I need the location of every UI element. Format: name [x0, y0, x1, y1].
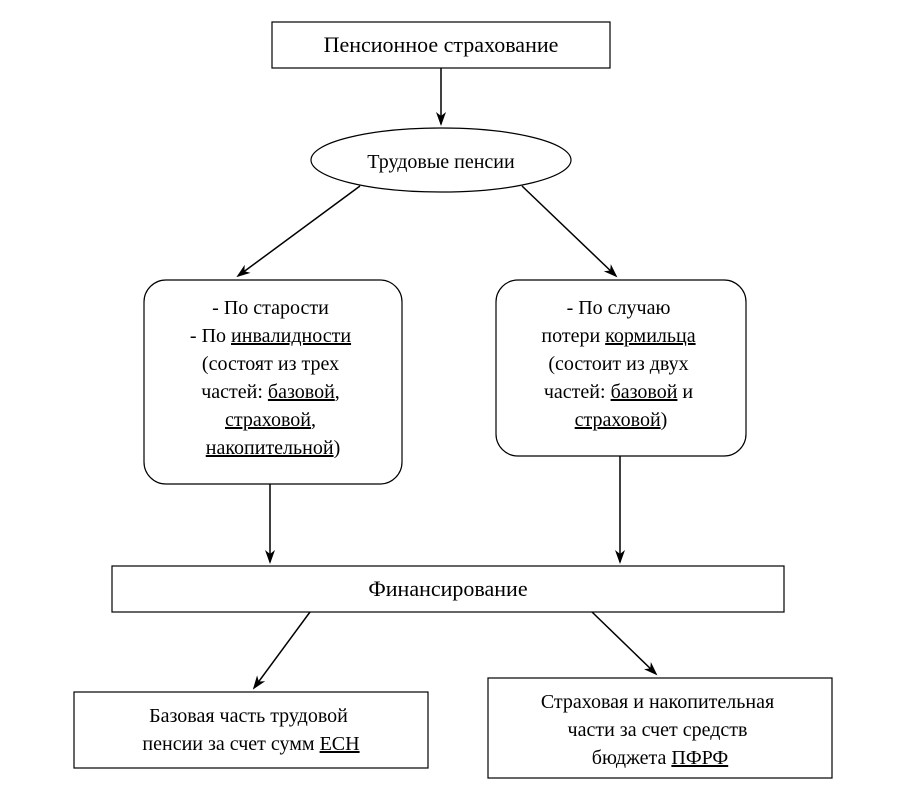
node-bottom-right: Страховая и накопительная части за счет …: [488, 678, 832, 778]
node-top: Пенсионное страхование: [272, 22, 610, 68]
node-left-box: - По старости - По инвалидности (состоят…: [144, 280, 402, 484]
edge-pensions-to-left: [238, 186, 360, 276]
right-line-0: - По случаю: [567, 297, 671, 319]
node-top-label: Пенсионное страхование: [324, 32, 559, 57]
node-pensions: Трудовые пенсии: [311, 128, 571, 192]
node-financing: Финансирование: [112, 566, 784, 612]
br-line-0: Страховая и накопительная: [541, 691, 774, 713]
right-line-2: (состоит из двух: [548, 353, 688, 375]
left-line-0: - По старости: [212, 297, 329, 319]
edge-financing-to-bottom-left: [254, 612, 310, 688]
node-right-box: - По случаю потери кормильца (состоит из…: [496, 280, 746, 456]
node-bottom-left: Базовая часть трудовой пенсии за счет су…: [74, 692, 428, 768]
bl-line-0: Базовая часть трудовой: [149, 705, 348, 727]
edge-financing-to-bottom-right: [592, 612, 656, 674]
flowchart-canvas: Пенсионное страхование Трудовые пенсии -…: [0, 0, 904, 808]
edge-pensions-to-right: [522, 186, 616, 276]
left-line-2: (состоят из трех: [202, 353, 339, 375]
node-pensions-label: Трудовые пенсии: [367, 151, 515, 173]
node-financing-label: Финансирование: [368, 576, 527, 601]
br-line-1: части за счет средств: [568, 719, 748, 741]
